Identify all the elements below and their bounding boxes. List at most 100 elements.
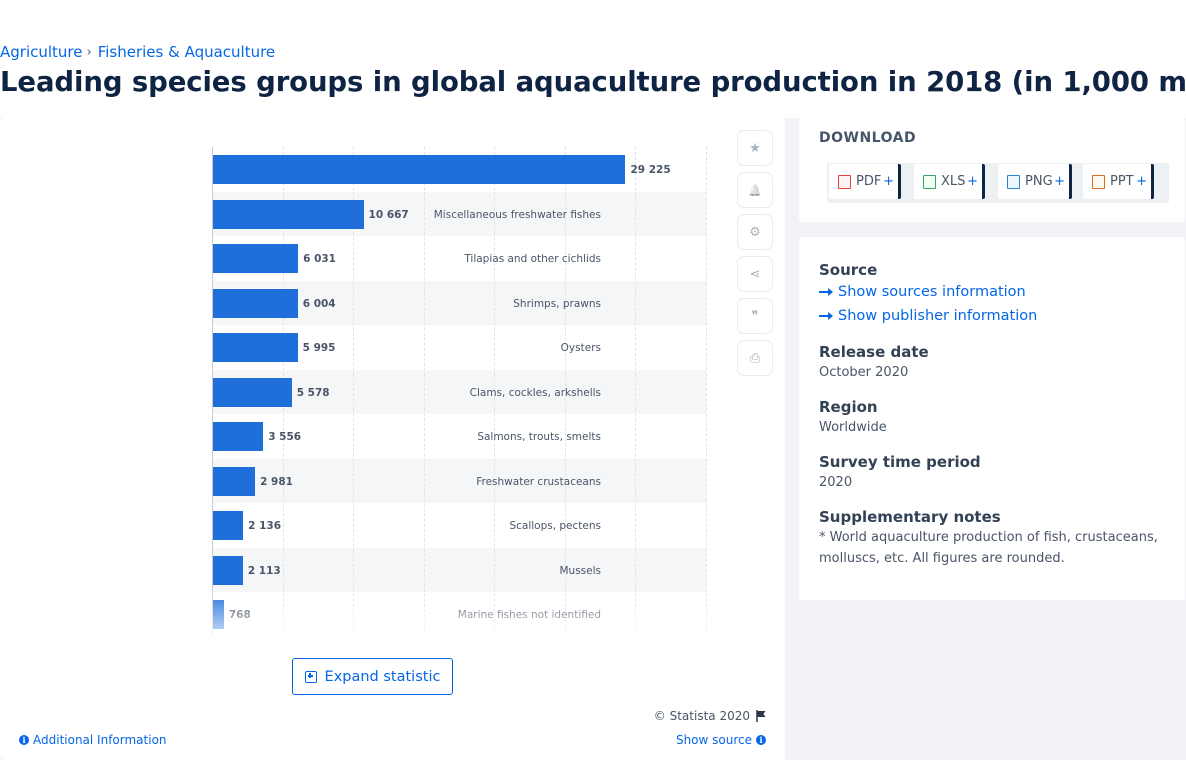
additional-information-label: Additional Information: [33, 733, 167, 747]
info-icon: i: [756, 735, 766, 745]
copyright: © Statista 2020: [654, 709, 767, 723]
expand-statistic-button[interactable]: Expand statistic: [292, 658, 453, 695]
png-file-icon: [1007, 174, 1020, 189]
breadcrumb-fisheries-link[interactable]: Fisheries & Aquaculture: [97, 43, 276, 61]
print-button[interactable]: ⎙: [738, 341, 772, 375]
favorite-button[interactable]: ★: [738, 131, 772, 165]
data-label: 768: [228, 609, 251, 621]
copyright-text: © Statista 2020: [653, 709, 750, 723]
notification-button[interactable]: 🔔: [738, 173, 772, 207]
page-title: Leading species groups in global aquacul…: [0, 66, 1186, 98]
download-title: DOWNLOAD: [819, 130, 917, 146]
flag-icon[interactable]: [756, 710, 767, 722]
category-label: Mussels: [559, 564, 601, 577]
download-xls-button[interactable]: XLS +: [914, 164, 985, 199]
bell-icon: 🔔: [748, 183, 762, 197]
cite-button[interactable]: ❞: [738, 299, 772, 333]
supplementary-notes-value: * World aquaculture production of fish, …: [819, 530, 1158, 566]
region-value: Worldwide: [819, 420, 887, 435]
category-label: Miscellaneous freshwater fishes: [433, 208, 601, 221]
bar[interactable]: [213, 377, 292, 407]
data-label: 6 004: [302, 297, 336, 310]
additional-information-link[interactable]: i Additional Information: [19, 733, 167, 747]
download-ppt-label: PPT: [1110, 174, 1134, 189]
page-header: [0, 30, 1186, 118]
expand-statistic-label: Expand statistic: [324, 668, 441, 685]
source-heading: Source: [819, 261, 878, 279]
arrow-right-icon: [819, 288, 833, 296]
share-icon: ⋖: [749, 266, 761, 282]
breadcrumb: Agriculture › Fisheries & Aquaculture: [0, 43, 275, 61]
plot-band: [212, 458, 706, 503]
data-label: 2 136: [248, 520, 282, 532]
bar[interactable]: [213, 288, 298, 318]
data-label: 10 667: [368, 208, 409, 221]
plot-band: [212, 369, 706, 414]
data-label: 5 995: [302, 342, 336, 354]
bar[interactable]: [213, 600, 224, 629]
expand-icon: [304, 670, 317, 683]
quote-icon: ❞: [751, 308, 759, 324]
download-ppt-button[interactable]: PPT +: [1083, 164, 1154, 199]
plus-icon: +: [1136, 174, 1147, 189]
bar[interactable]: [213, 333, 298, 362]
breadcrumb-separator: ›: [86, 44, 92, 60]
category-label: Salmons, trouts, smelts: [477, 431, 601, 443]
download-pdf-label: PDF: [856, 174, 882, 189]
plot-band: [212, 547, 706, 592]
bar[interactable]: [213, 422, 264, 451]
show-source-link[interactable]: Show source i: [676, 733, 766, 747]
download-panel: DOWNLOAD PDF + XLS + PNG + PPT +: [799, 118, 1185, 222]
download-buttons: PDF + XLS + PNG + PPT +: [827, 163, 1169, 203]
arrow-right-icon: [819, 312, 833, 320]
chart-toolbar: ★ 🔔 ⚙ ⋖ ❞ ⎙: [738, 131, 772, 383]
gridline: [423, 147, 425, 637]
data-label: 6 031: [303, 253, 336, 265]
download-png-button[interactable]: PNG +: [998, 164, 1072, 199]
release-date-value: October 2020: [819, 365, 909, 380]
star-icon: ★: [749, 140, 761, 156]
supplementary-notes-heading: Supplementary notes: [819, 508, 1001, 526]
show-sources-link[interactable]: Show sources information: [819, 284, 1026, 300]
download-xls-label: XLS: [941, 174, 966, 189]
show-publisher-label: Show publisher information: [838, 308, 1038, 324]
survey-period-heading: Survey time period: [819, 453, 981, 471]
data-label: 29 225: [630, 164, 671, 176]
category-label: Tilapias and other cichlids: [464, 253, 601, 265]
survey-period-value: 2020: [819, 475, 853, 490]
gridline: [706, 147, 707, 637]
settings-button[interactable]: ⚙: [738, 215, 772, 249]
bar[interactable]: [213, 199, 364, 229]
download-png-label: PNG: [1025, 174, 1053, 189]
show-publisher-link[interactable]: Show publisher information: [819, 308, 1037, 324]
info-icon: i: [19, 735, 29, 745]
data-label: 3 556: [268, 431, 302, 443]
pdf-file-icon: [838, 174, 851, 189]
release-date-heading: Release date: [819, 343, 929, 361]
bar[interactable]: [213, 511, 244, 540]
y-axis-line: [212, 147, 213, 637]
top-navigation-bar: [0, 0, 1186, 30]
gridline: [635, 147, 637, 637]
category-label: Shrimps, prawns: [513, 297, 601, 310]
bar[interactable]: [213, 555, 243, 585]
share-button[interactable]: ⋖: [738, 257, 772, 291]
bar[interactable]: [213, 466, 256, 496]
xls-file-icon: [923, 174, 936, 189]
data-label: 2 113: [247, 564, 281, 577]
gridline: [494, 147, 496, 637]
plus-icon: +: [1054, 174, 1065, 189]
statistic-details-panel: Source Show sources information Show pub…: [799, 237, 1185, 600]
category-label: Clams, cockles, arkshells: [469, 386, 601, 399]
ppt-file-icon: [1092, 174, 1105, 189]
gridline: [353, 147, 355, 637]
plus-icon: +: [967, 174, 978, 189]
breadcrumb-agriculture-link[interactable]: Agriculture: [0, 43, 83, 61]
category-label: Marine fishes not identified: [457, 609, 601, 621]
download-pdf-button[interactable]: PDF +: [829, 164, 901, 199]
print-icon: ⎙: [749, 350, 761, 366]
bar[interactable]: [213, 155, 626, 184]
bar[interactable]: [213, 244, 299, 273]
category-label: Freshwater crustaceans: [476, 475, 601, 488]
category-label: Scallops, pectens: [509, 520, 601, 532]
